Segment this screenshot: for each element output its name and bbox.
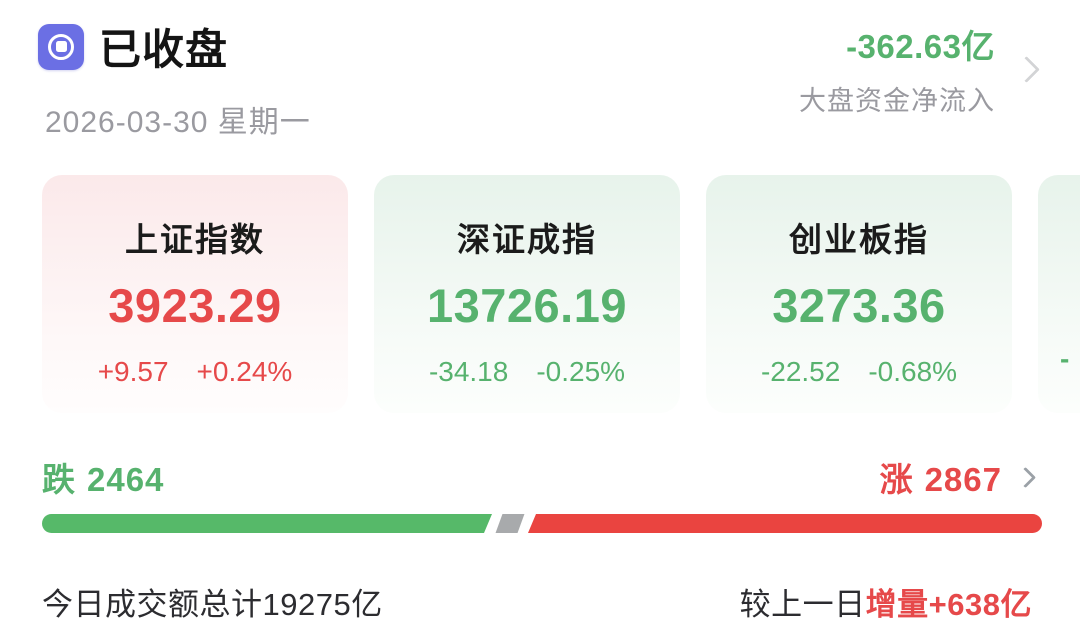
record-ring-icon	[48, 33, 74, 60]
turnover-compare-prefix: 较上一日	[739, 587, 866, 622]
header-left: 已收盘 2026-03-30 星期一	[38, 16, 311, 141]
index-name: 上证指数	[125, 221, 265, 258]
advancers-value: 2867	[924, 461, 1002, 498]
turnover-compare-highlight: 增量+638亿	[865, 587, 1032, 622]
title-row: 已收盘	[38, 16, 311, 77]
breadth-row: 跌 2464 涨 2867	[42, 453, 1037, 501]
advancers-label: 涨	[879, 461, 913, 498]
market-status-icon	[38, 23, 84, 70]
index-change: -22.52	[760, 356, 841, 387]
date-label: 2026-03-30 星期一	[45, 106, 311, 139]
index-card-shenzhen[interactable]: 深证成指 13726.19 -34.18 -0.25%	[374, 175, 680, 413]
index-value: 13726.19	[426, 279, 628, 332]
index-change-row: -34.18 -0.25%	[374, 356, 680, 388]
index-card-shanghai[interactable]: 上证指数 3923.29 +9.57 +0.24%	[42, 175, 348, 413]
page-title: 已收盘	[99, 26, 229, 73]
index-change-pct: -0.25%	[536, 356, 626, 387]
index-change: -34.18	[428, 356, 509, 387]
index-change-row: +9.57 +0.24%	[42, 356, 348, 388]
breadth-bar-up	[528, 514, 1042, 533]
chevron-right-icon	[1014, 466, 1037, 488]
index-change-row: -22.52 -0.68%	[706, 356, 1012, 388]
advancers-link[interactable]: 涨 2867	[880, 453, 1037, 501]
turnover-compare: 较上一日 增量+638亿	[740, 579, 1032, 624]
chevron-right-icon	[1013, 55, 1040, 83]
advancers-count: 涨 2867	[880, 453, 1002, 501]
index-cards-row: 上证指数 3923.29 +9.57 +0.24% 深证成指 13726.19 …	[42, 175, 1080, 413]
breadth-bar-down	[42, 514, 492, 533]
turnover-row: 今日成交额总计19275亿 较上一日 增量+638亿	[42, 579, 1032, 624]
index-value: 3923.29	[108, 279, 282, 332]
decliners-label: 跌	[42, 461, 75, 498]
index-change-pct: +0.24%	[196, 356, 293, 387]
index-name: 深证成指	[457, 221, 597, 258]
header: 已收盘 2026-03-30 星期一 -362.63亿 大盘资金净流入	[0, 0, 1080, 141]
net-inflow-link[interactable]: -362.63亿 大盘资金净流入	[799, 16, 1040, 118]
index-card-chinext[interactable]: 创业板指 3273.36 -22.52 -0.68%	[706, 175, 1012, 413]
index-change: +9.57	[97, 356, 169, 387]
net-inflow-block: -362.63亿 大盘资金净流入	[799, 20, 995, 118]
breadth-bar-neutral	[495, 514, 525, 533]
index-card-partial[interactable]: -	[1038, 175, 1080, 413]
decliners-value: 2464	[87, 461, 165, 498]
turnover-total: 今日成交额总计19275亿	[42, 587, 383, 622]
record-square-icon	[55, 41, 67, 52]
index-value: 3273.36	[772, 279, 946, 332]
net-inflow-value: -362.63亿	[846, 28, 995, 65]
net-inflow-label: 大盘资金净流入	[799, 86, 995, 116]
index-change: -	[1060, 343, 1070, 374]
index-change-pct: -0.68%	[868, 356, 958, 387]
breadth-bar	[42, 514, 1042, 533]
decliners-count: 跌 2464	[42, 453, 164, 501]
index-name: 创业板指	[789, 221, 929, 258]
